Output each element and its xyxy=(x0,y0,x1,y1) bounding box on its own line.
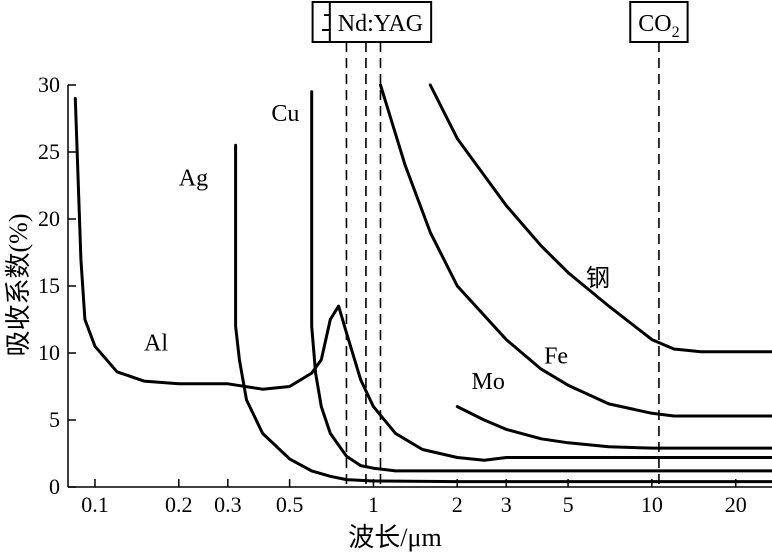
y-tick-label: 5 xyxy=(49,407,60,432)
laser-box: Nd:YAG xyxy=(328,1,433,43)
series-label: Mo xyxy=(472,369,505,395)
curves xyxy=(73,83,772,484)
y-tick-label: 10 xyxy=(38,340,60,365)
y-axis-title: 吸收系数(%) xyxy=(4,214,33,357)
series-label: 钢 xyxy=(586,265,610,292)
x-tick-label: 5 xyxy=(563,492,574,517)
x-tick-label: 0.2 xyxy=(165,492,193,517)
x-ticks: 0.1 0.2 0.3 0.5 1 2 3 5 10 20 xyxy=(81,479,747,517)
series-label: Ag xyxy=(179,166,208,192)
laser-label: Nd:YAG xyxy=(338,11,423,37)
series-curve xyxy=(428,83,772,354)
y-axis: 0 5 10 15 20 25 30 xyxy=(38,72,76,499)
laser-box: CO2 xyxy=(629,1,689,43)
x-axis-title: 波长/μm xyxy=(348,523,441,552)
laser-lines xyxy=(345,42,660,485)
series-curve xyxy=(379,83,772,418)
series-labels: Al Ag Cu Mo Fe 钢 xyxy=(144,101,610,395)
x-tick-label: 20 xyxy=(725,492,747,517)
x-tick-label: 0.3 xyxy=(214,492,242,517)
y-ticks: 0 5 10 15 20 25 30 xyxy=(38,72,76,499)
x-tick-label: 2 xyxy=(452,492,463,517)
y-tick-label: 20 xyxy=(38,206,60,231)
x-tick-label: 3 xyxy=(501,492,512,517)
y-tick-label: 30 xyxy=(38,72,60,97)
x-axis: 0.1 0.2 0.3 0.5 1 2 3 5 10 20 xyxy=(68,479,772,517)
series-label: Fe xyxy=(544,344,568,370)
series-label: Al xyxy=(144,330,168,356)
laser-box-frame xyxy=(328,1,433,43)
series-curve xyxy=(234,143,772,484)
series-curve xyxy=(455,405,772,450)
series-curve xyxy=(73,96,772,462)
laser-box-frame xyxy=(629,1,689,43)
x-tick-label: 1 xyxy=(368,492,379,517)
y-tick-label: 25 xyxy=(38,139,60,164)
y-tick-label: 0 xyxy=(49,474,60,499)
x-tick-label: 10 xyxy=(641,492,663,517)
y-tick-label: 15 xyxy=(38,273,60,298)
x-tick-label: 0.1 xyxy=(81,492,109,517)
x-tick-label: 0.5 xyxy=(276,492,304,517)
series-label: Cu xyxy=(271,101,299,127)
series-curve xyxy=(310,90,772,473)
